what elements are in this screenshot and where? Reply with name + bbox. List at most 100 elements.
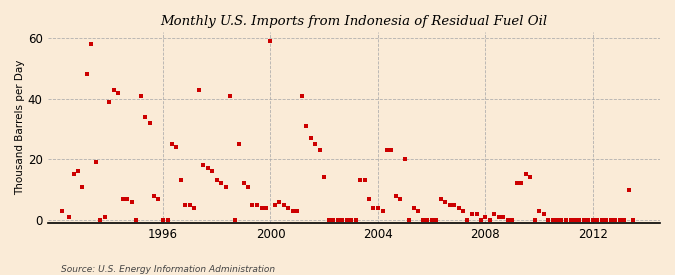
Point bbox=[364, 196, 375, 201]
Point bbox=[471, 211, 482, 216]
Text: Source: U.S. Energy Information Administration: Source: U.S. Energy Information Administ… bbox=[61, 265, 275, 274]
Point bbox=[193, 87, 204, 92]
Point bbox=[90, 160, 101, 164]
Point bbox=[315, 148, 325, 152]
Point bbox=[104, 100, 115, 104]
Point bbox=[126, 199, 137, 204]
Point bbox=[131, 218, 142, 222]
Point bbox=[82, 72, 92, 76]
Point bbox=[230, 218, 240, 222]
Point bbox=[520, 172, 531, 177]
Point bbox=[475, 218, 486, 222]
Point bbox=[439, 199, 450, 204]
Point bbox=[516, 181, 526, 186]
Point bbox=[167, 142, 178, 146]
Point bbox=[301, 124, 312, 128]
Point bbox=[596, 218, 607, 222]
Point bbox=[211, 178, 222, 183]
Point bbox=[359, 178, 370, 183]
Point bbox=[207, 169, 217, 174]
Point bbox=[605, 218, 616, 222]
Point bbox=[341, 218, 352, 222]
Point bbox=[610, 218, 620, 222]
Point bbox=[247, 202, 258, 207]
Point bbox=[538, 211, 549, 216]
Point bbox=[381, 148, 392, 152]
Point bbox=[216, 181, 227, 186]
Point bbox=[502, 218, 513, 222]
Point bbox=[534, 208, 545, 213]
Point bbox=[431, 218, 441, 222]
Point bbox=[560, 218, 571, 222]
Point bbox=[565, 218, 576, 222]
Point bbox=[368, 205, 379, 210]
Point bbox=[198, 163, 209, 167]
Point bbox=[269, 202, 280, 207]
Point bbox=[86, 42, 97, 46]
Point bbox=[158, 218, 169, 222]
Point bbox=[99, 214, 110, 219]
Point bbox=[184, 202, 195, 207]
Point bbox=[444, 202, 455, 207]
Point bbox=[68, 172, 79, 177]
Point bbox=[220, 184, 231, 189]
Point bbox=[180, 202, 191, 207]
Point bbox=[117, 196, 128, 201]
Point bbox=[570, 218, 580, 222]
Point bbox=[144, 121, 155, 125]
Point bbox=[493, 214, 504, 219]
Point bbox=[292, 208, 303, 213]
Point bbox=[148, 193, 159, 198]
Point bbox=[296, 94, 307, 98]
Point bbox=[417, 218, 428, 222]
Point bbox=[489, 211, 500, 216]
Point bbox=[547, 218, 558, 222]
Point bbox=[614, 218, 625, 222]
Point bbox=[413, 208, 424, 213]
Point bbox=[354, 178, 365, 183]
Point bbox=[95, 218, 106, 222]
Point bbox=[332, 218, 343, 222]
Point bbox=[202, 166, 213, 170]
Y-axis label: Thousand Barrels per Day: Thousand Barrels per Day bbox=[15, 60, 25, 195]
Point bbox=[578, 218, 589, 222]
Point bbox=[265, 39, 276, 43]
Point bbox=[587, 218, 598, 222]
Point bbox=[373, 205, 383, 210]
Point bbox=[274, 199, 285, 204]
Point bbox=[109, 87, 119, 92]
Point bbox=[252, 202, 263, 207]
Point bbox=[391, 193, 402, 198]
Point bbox=[480, 214, 491, 219]
Point bbox=[288, 208, 298, 213]
Point bbox=[453, 205, 464, 210]
Point bbox=[458, 208, 468, 213]
Point bbox=[243, 184, 254, 189]
Point bbox=[619, 218, 630, 222]
Point bbox=[319, 175, 329, 180]
Point bbox=[400, 157, 410, 161]
Point bbox=[113, 90, 124, 95]
Point bbox=[176, 178, 186, 183]
Point bbox=[466, 211, 477, 216]
Point bbox=[623, 187, 634, 192]
Point bbox=[72, 169, 83, 174]
Point bbox=[395, 196, 406, 201]
Point bbox=[279, 202, 290, 207]
Point bbox=[628, 218, 639, 222]
Point bbox=[529, 218, 540, 222]
Point bbox=[592, 218, 603, 222]
Point bbox=[435, 196, 446, 201]
Point bbox=[323, 218, 334, 222]
Point bbox=[574, 218, 585, 222]
Point bbox=[153, 196, 164, 201]
Point bbox=[422, 218, 433, 222]
Point bbox=[512, 181, 522, 186]
Point bbox=[283, 205, 294, 210]
Point bbox=[556, 218, 567, 222]
Point bbox=[256, 205, 267, 210]
Point bbox=[310, 142, 321, 146]
Point bbox=[225, 94, 236, 98]
Point bbox=[171, 145, 182, 149]
Point bbox=[305, 136, 316, 140]
